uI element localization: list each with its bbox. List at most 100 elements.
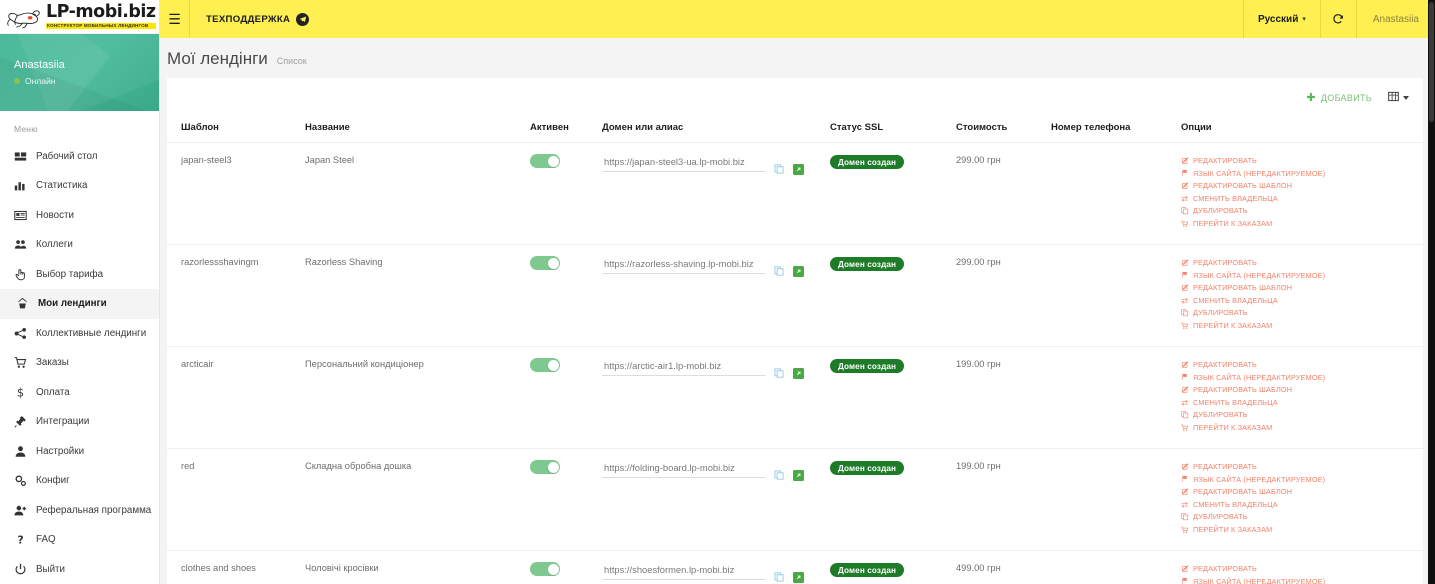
option-5[interactable]: ДУБЛИРОВАТЬ: [1181, 206, 1423, 215]
option-5[interactable]: ДУБЛИРОВАТЬ: [1181, 410, 1423, 419]
domain-input[interactable]: [602, 360, 765, 376]
sidebar-item-1[interactable]: Рабочий стол: [0, 142, 159, 172]
sidebar-item-15[interactable]: Выйти: [0, 555, 159, 584]
domain-input[interactable]: [602, 156, 765, 172]
cell-active: [530, 142, 602, 245]
brand-logo[interactable]: LP-mobi.biz Конструктор мобильных лендин…: [0, 0, 159, 35]
sidebar-item-label: Новости: [36, 209, 74, 221]
option-1[interactable]: РЕДАКТИРОВАТЬ: [1181, 462, 1423, 471]
domain-input[interactable]: [602, 462, 765, 478]
active-toggle[interactable]: [530, 256, 560, 270]
copy-icon[interactable]: [774, 572, 784, 582]
dollar-icon: $: [14, 386, 27, 399]
cell-active: [530, 346, 602, 449]
open-link-icon[interactable]: [793, 572, 804, 583]
col-name[interactable]: Название: [305, 116, 530, 143]
option-3[interactable]: РЕДАКТИРОВАТЬ ШАБЛОН: [1181, 385, 1423, 394]
toggle-knob: [547, 359, 559, 371]
cell-options: РЕДАКТИРОВАТЬ ЯЗЫК САЙТА (НЕРЕДАКТИРУЕМОЕ…: [1181, 346, 1423, 449]
col-price[interactable]: Стоимость: [956, 116, 1051, 143]
domain-input[interactable]: [602, 564, 765, 580]
sidebar-item-12[interactable]: Конфиг: [0, 466, 159, 496]
active-toggle[interactable]: [530, 358, 560, 372]
open-link-icon[interactable]: [793, 266, 804, 277]
sidebar-item-13[interactable]: Реферальная программа: [0, 496, 159, 526]
option-4[interactable]: СМЕНИТЬ ВЛАДЕЛЬЦА: [1181, 194, 1423, 203]
option-6[interactable]: ПЕРЕЙТИ К ЗАКАЗАМ: [1181, 321, 1423, 330]
option-6[interactable]: ПЕРЕЙТИ К ЗАКАЗАМ: [1181, 219, 1423, 228]
cell-template: clothes and shoes: [181, 563, 256, 573]
active-toggle[interactable]: [530, 562, 560, 576]
page-scrollbar[interactable]: [1428, 0, 1435, 584]
option-1[interactable]: РЕДАКТИРОВАТЬ: [1181, 360, 1423, 369]
cell-domain: [602, 244, 830, 347]
option-2[interactable]: ЯЗЫК САЙТА (НЕРЕДАКТИРУЕМОЕ): [1181, 169, 1423, 178]
option-6[interactable]: ПЕРЕЙТИ К ЗАКАЗАМ: [1181, 525, 1423, 534]
open-link-icon[interactable]: [793, 368, 804, 379]
col-active[interactable]: Активен: [530, 116, 602, 143]
support-button[interactable]: ТЕХПОДДЕРЖКА: [190, 0, 325, 38]
sidebar-item-9[interactable]: $ Оплата: [0, 378, 159, 408]
sidebar-item-10[interactable]: Интеграции: [0, 407, 159, 437]
copy-icon[interactable]: [774, 266, 784, 276]
user-profile-banner[interactable]: Anastasiia Онлайн: [0, 34, 159, 111]
copy-icon[interactable]: [774, 470, 784, 480]
exchange-icon: [1181, 399, 1189, 407]
option-6[interactable]: ПЕРЕЙТИ К ЗАКАЗАМ: [1181, 423, 1423, 432]
option-label: РЕДАКТИРОВАТЬ ШАБЛОН: [1193, 385, 1293, 395]
language-selector[interactable]: Русский ▾: [1242, 0, 1320, 38]
landings-table: Шаблон Название Активен Домен или алиас …: [167, 116, 1423, 584]
option-1[interactable]: РЕДАКТИРОВАТЬ: [1181, 156, 1423, 165]
open-link-icon[interactable]: [793, 470, 804, 481]
option-2[interactable]: ЯЗЫК САЙТА (НЕРЕДАКТИРУЕМОЕ): [1181, 373, 1423, 382]
option-4[interactable]: СМЕНИТЬ ВЛАДЕЛЬЦА: [1181, 398, 1423, 407]
active-toggle[interactable]: [530, 154, 560, 168]
option-3[interactable]: РЕДАКТИРОВАТЬ ШАБЛОН: [1181, 181, 1423, 190]
option-4[interactable]: СМЕНИТЬ ВЛАДЕЛЬЦА: [1181, 296, 1423, 305]
sidebar-item-7[interactable]: Коллективные лендинги: [0, 319, 159, 349]
copy-icon[interactable]: [774, 164, 784, 174]
option-1[interactable]: РЕДАКТИРОВАТЬ: [1181, 564, 1423, 573]
col-ssl-status[interactable]: Статус SSL: [830, 116, 956, 143]
online-dot-icon: [14, 77, 20, 84]
sidebar-item-label: Выйти: [36, 563, 66, 575]
main-area: ☰ ТЕХПОДДЕРЖКА Русский ▾ Anastasiia: [160, 0, 1435, 584]
option-3[interactable]: РЕДАКТИРОВАТЬ ШАБЛОН: [1181, 283, 1423, 292]
option-2[interactable]: ЯЗЫК САЙТА (НЕРЕДАКТИРУЕМОЕ): [1181, 577, 1423, 584]
scrollbar-thumb[interactable]: [1429, 2, 1434, 122]
open-link-icon[interactable]: [793, 164, 804, 175]
sidebar-item-6[interactable]: Мои лендинги: [0, 289, 159, 319]
option-2[interactable]: ЯЗЫК САЙТА (НЕРЕДАКТИРУЕМОЕ): [1181, 475, 1423, 484]
col-domain[interactable]: Домен или алиас: [602, 116, 830, 143]
newspaper-icon: [14, 209, 27, 222]
option-4[interactable]: СМЕНИТЬ ВЛАДЕЛЬЦА: [1181, 500, 1423, 509]
edit-icon: [1181, 259, 1189, 267]
active-toggle[interactable]: [530, 460, 560, 474]
copy-icon[interactable]: [774, 368, 784, 378]
option-5[interactable]: ДУБЛИРОВАТЬ: [1181, 512, 1423, 521]
toggle-knob: [547, 461, 559, 473]
refresh-icon[interactable]: [1319, 0, 1356, 38]
add-button[interactable]: ✚ ДОБАВИТЬ: [1306, 92, 1372, 104]
option-3[interactable]: РЕДАКТИРОВАТЬ ШАБЛОН: [1181, 487, 1423, 496]
sidebar-item-14[interactable]: ? FAQ: [0, 525, 159, 555]
domain-input[interactable]: [602, 258, 765, 274]
sidebar-item-4[interactable]: Коллеги: [0, 230, 159, 260]
sidebar-item-3[interactable]: Новости: [0, 201, 159, 231]
sidebar: LP-mobi.biz Конструктор мобильных лендин…: [0, 0, 160, 584]
option-5[interactable]: ДУБЛИРОВАТЬ: [1181, 308, 1423, 317]
col-template[interactable]: Шаблон: [167, 116, 305, 143]
column-settings-button[interactable]: [1388, 89, 1409, 107]
option-label: ЯЗЫК САЙТА (НЕРЕДАКТИРУЕМОЕ): [1193, 372, 1326, 382]
sidebar-item-11[interactable]: Настройки: [0, 437, 159, 467]
topbar-user[interactable]: Anastasiia: [1355, 0, 1435, 38]
col-phone[interactable]: Номер телефона: [1051, 116, 1181, 143]
cell-template: razorlessshavingm: [167, 244, 305, 347]
caret-down-icon: [1403, 96, 1409, 100]
hamburger-icon[interactable]: ☰: [160, 0, 190, 38]
sidebar-item-2[interactable]: Статистика: [0, 171, 159, 201]
option-1[interactable]: РЕДАКТИРОВАТЬ: [1181, 258, 1423, 267]
sidebar-item-8[interactable]: Заказы: [0, 348, 159, 378]
sidebar-item-5[interactable]: Выбор тарифа: [0, 260, 159, 290]
option-2[interactable]: ЯЗЫК САЙТА (НЕРЕДАКТИРУЕМОЕ): [1181, 271, 1423, 280]
